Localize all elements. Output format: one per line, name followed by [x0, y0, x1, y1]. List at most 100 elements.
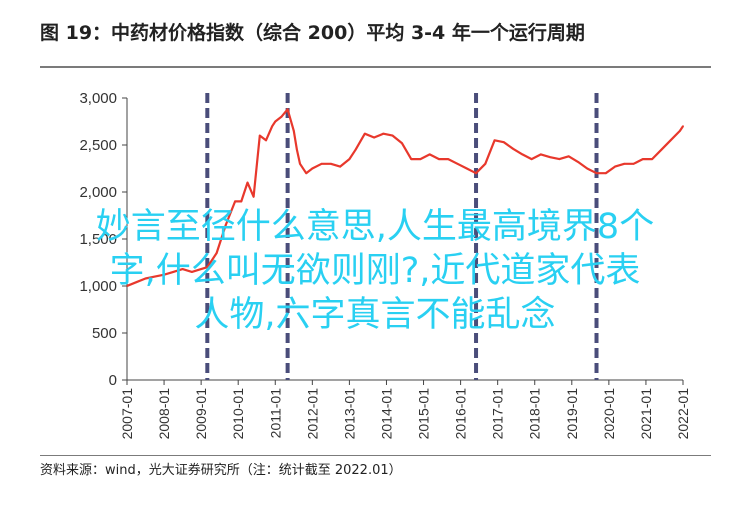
x-tick-label: 2017-01: [490, 388, 506, 440]
data-point: [252, 195, 255, 198]
data-point: [669, 139, 672, 142]
data-point: [320, 162, 323, 165]
data-point: [329, 162, 332, 165]
y-tick-label: 1,000: [79, 278, 117, 295]
y-tick-label: 2,500: [79, 137, 117, 154]
data-point: [641, 158, 644, 161]
data-point: [240, 200, 243, 203]
x-tick-label: 2011-01: [267, 388, 283, 439]
data-point: [206, 266, 209, 269]
data-point: [295, 148, 298, 151]
data-point: [311, 167, 314, 170]
series-group: [126, 108, 684, 288]
data-point: [382, 132, 385, 135]
data-point: [234, 200, 237, 203]
data-point: [651, 158, 654, 161]
data-point: [280, 115, 283, 118]
data-point: [419, 158, 422, 161]
data-point: [558, 158, 561, 161]
x-tick-label: 2019-01: [564, 388, 580, 440]
cycle-markers: [205, 93, 599, 380]
data-point: [586, 167, 589, 170]
data-point: [679, 130, 681, 132]
data-point: [438, 158, 440, 161]
x-tick-label: 2012-01: [304, 388, 320, 440]
data-point: [567, 155, 570, 158]
data-point: [135, 281, 138, 284]
x-tick-label: 2014-01: [378, 388, 394, 440]
data-point: [475, 172, 477, 175]
data-point: [299, 162, 301, 165]
data-point: [258, 134, 261, 137]
x-tick-label: 2010-01: [230, 388, 246, 440]
data-point: [660, 148, 663, 151]
series-line: [126, 108, 684, 288]
y-tick-label: 1,500: [79, 231, 117, 248]
data-point: [339, 165, 342, 168]
data-point: [540, 153, 542, 156]
x-tick-label: 2013-01: [341, 388, 357, 440]
x-tick-label: 2018-01: [527, 388, 543, 440]
bottom-divider: [40, 455, 711, 456]
x-tick-label: 2008-01: [156, 388, 172, 440]
data-point: [493, 139, 496, 142]
data-point: [354, 148, 357, 151]
y-tick-label: 0: [109, 372, 117, 389]
data-point: [153, 275, 156, 278]
data-point: [265, 139, 267, 142]
x-tick-label: 2009-01: [193, 388, 209, 440]
data-point: [305, 172, 308, 175]
data-point: [200, 268, 203, 270]
x-tick-label: 2022-01: [675, 388, 691, 440]
data-point: [484, 162, 487, 165]
data-point: [530, 158, 533, 161]
data-point: [682, 125, 684, 128]
data-point: [623, 162, 626, 165]
data-point: [246, 181, 249, 184]
data-point: [391, 134, 394, 137]
data-point: [363, 132, 366, 135]
data-point: [292, 130, 295, 132]
data-point: [521, 153, 524, 156]
x-axis-ticks: 2007-01 2008-01 2009-01 2010-01 2011-01 2012-…: [119, 380, 691, 439]
data-point: [274, 120, 277, 123]
data-point: [428, 153, 431, 156]
y-axis-ticks: 0 500 1,000 1,500 2,000 2,500 3,000: [79, 90, 127, 389]
data-point: [190, 271, 193, 273]
data-point: [549, 156, 552, 159]
data-point: [286, 108, 289, 111]
source-note: 资料来源：wind，光大证券研究所（注：统计截至 2022.01）: [40, 463, 402, 478]
x-tick-label: 2021-01: [638, 388, 654, 440]
data-point: [614, 165, 616, 168]
data-point: [224, 224, 227, 226]
y-tick-label: 500: [92, 325, 117, 342]
data-point: [410, 158, 413, 161]
x-tick-label: 2020-01: [601, 388, 617, 440]
top-divider: [40, 66, 711, 68]
x-tick-label: 2016-01: [453, 388, 469, 440]
chart-title: 图 19：中药材价格指数（综合 200）平均 3-4 年一个运行周期: [40, 22, 585, 44]
data-point: [215, 252, 218, 255]
data-point: [465, 167, 468, 170]
data-point: [172, 271, 175, 273]
data-point: [577, 161, 579, 163]
data-point: [595, 172, 598, 175]
y-tick-label: 2,000: [79, 184, 117, 201]
data-point: [348, 158, 351, 161]
data-point: [456, 162, 459, 165]
data-point: [502, 141, 505, 144]
data-point: [604, 172, 607, 175]
x-tick-label: 2015-01: [416, 388, 432, 440]
y-tick-label: 3,000: [79, 90, 117, 107]
data-point: [181, 268, 184, 270]
data-point: [401, 142, 403, 145]
axes: [126, 98, 683, 381]
data-point: [144, 277, 147, 280]
data-point: [373, 136, 376, 139]
data-point: [271, 125, 274, 128]
data-point: [163, 273, 165, 276]
data-point: [512, 147, 515, 150]
x-tick-label: 2007-01: [119, 388, 135, 440]
data-point: [632, 162, 635, 165]
